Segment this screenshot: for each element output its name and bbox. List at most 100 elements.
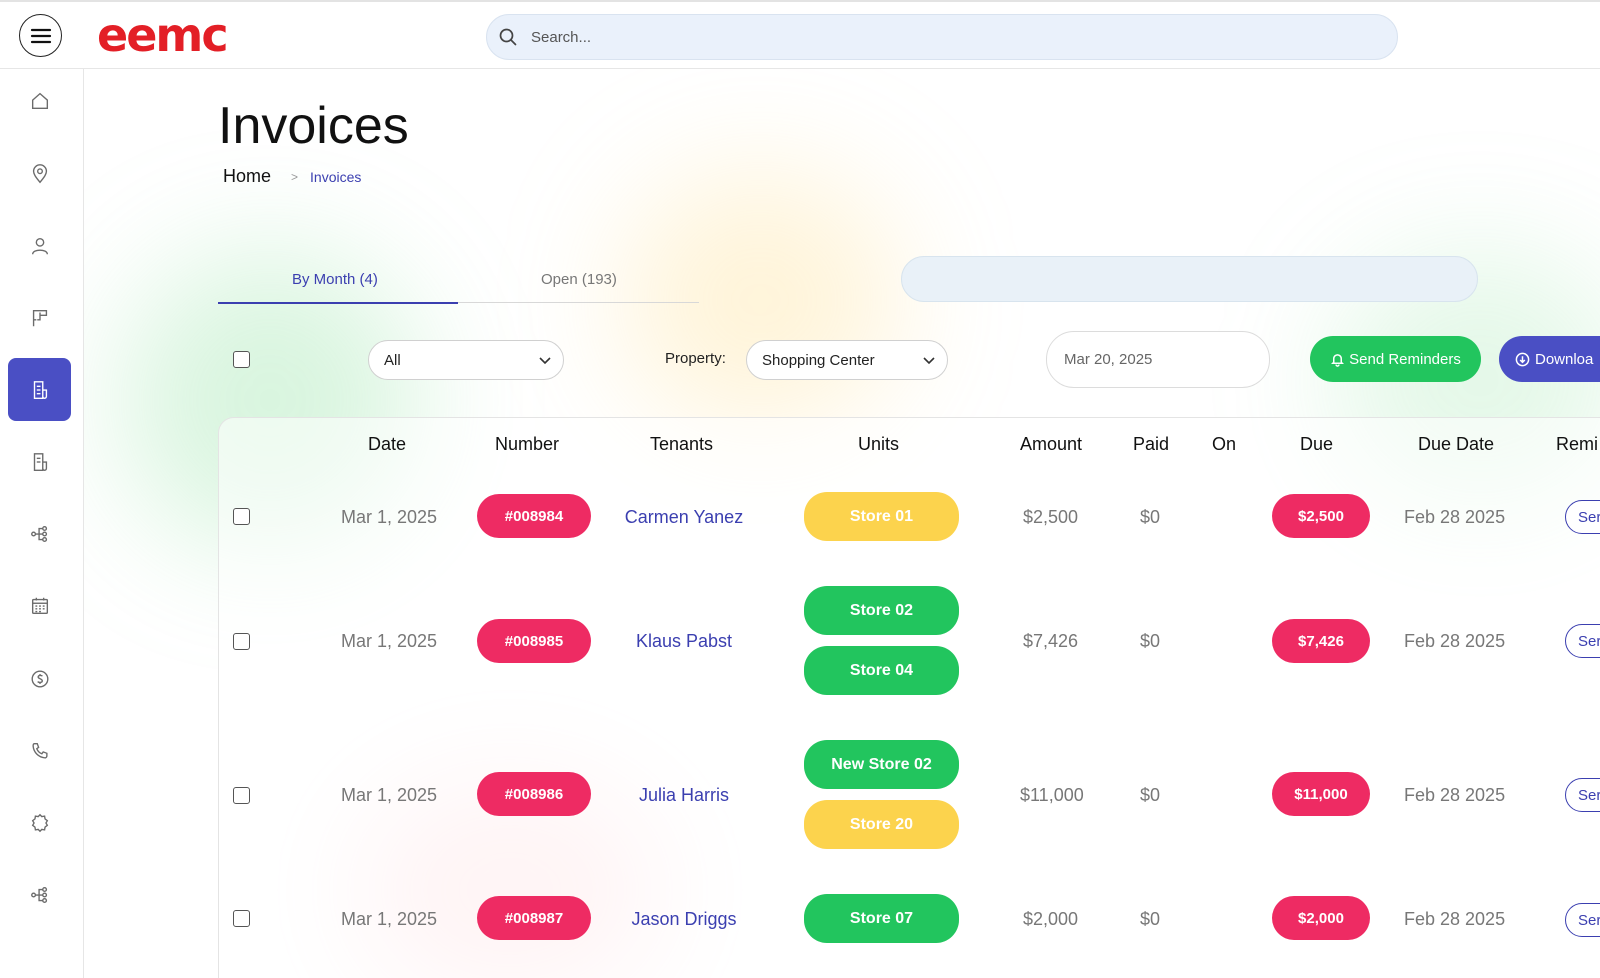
row-amount: $2,500 <box>1023 507 1079 527</box>
row-checkbox[interactable] <box>233 910 250 927</box>
date-picker[interactable]: Mar 20, 2025 <box>1046 331 1270 388</box>
row-checkbox[interactable] <box>233 787 250 804</box>
tab-bar: By Month (4) Open (193) <box>218 255 699 304</box>
unit-badge[interactable]: Store 07 <box>804 894 959 943</box>
unit-badge[interactable]: Store 04 <box>804 646 959 695</box>
due-amount-badge: $7,426 <box>1272 619 1370 663</box>
search-bar <box>486 14 1398 60</box>
menu-icon <box>30 28 51 43</box>
row-paid: $0 <box>1140 507 1161 527</box>
tab-by-month[interactable]: By Month (4) <box>292 271 378 288</box>
bell-icon <box>1331 353 1345 367</box>
property-label: Property: <box>665 350 726 367</box>
unit-badge[interactable]: Store 20 <box>804 800 959 849</box>
column-header-on[interactable]: On <box>1212 434 1237 454</box>
row-checkbox[interactable] <box>233 508 250 525</box>
row-due-date: Feb 28 2025 <box>1404 507 1506 527</box>
hamburger-menu-button[interactable] <box>19 14 62 57</box>
sidebar-item-contacts[interactable] <box>8 719 71 782</box>
filter-search-input[interactable] <box>901 256 1478 302</box>
sidebar-item-hierarchy[interactable] <box>8 863 71 926</box>
column-header-number[interactable]: Number <box>495 434 560 454</box>
row-paid: $0 <box>1140 785 1161 805</box>
breadcrumb-current: Invoices <box>310 168 362 185</box>
column-header-tenants[interactable]: Tenants <box>650 434 714 454</box>
row-paid: $0 <box>1140 631 1161 651</box>
search-icon <box>499 28 517 46</box>
row-due-date: Feb 28 2025 <box>1404 909 1506 929</box>
select-all-checkbox[interactable] <box>233 351 250 368</box>
tenant-link[interactable]: Klaus Pabst <box>635 631 733 651</box>
breadcrumb-home-link[interactable]: Home <box>223 166 272 186</box>
sidebar-item-calendar[interactable] <box>8 574 71 637</box>
invoice-number-badge[interactable]: #008987 <box>477 896 591 940</box>
page-title: Invoices <box>218 97 409 155</box>
location-icon <box>32 163 47 183</box>
breadcrumb-separator: > <box>291 169 299 184</box>
sidebar-item-network[interactable] <box>8 502 71 565</box>
sidebar-item-locations[interactable] <box>8 142 71 205</box>
unit-badge[interactable]: New Store 02 <box>804 740 959 789</box>
row-due-date: Feb 28 2025 <box>1404 631 1506 651</box>
invoice-icon <box>33 380 47 399</box>
chevron-down-icon <box>539 357 551 365</box>
date-picker-value: Mar 20, 2025 <box>1064 351 1153 368</box>
unit-badge[interactable]: Store 01 <box>804 492 959 541</box>
network-icon <box>30 525 47 542</box>
row-date: Mar 1, 2025 <box>341 909 438 929</box>
download-label: Downloa <box>1535 350 1594 368</box>
status-select[interactable]: All <box>368 340 564 380</box>
column-header-due[interactable]: Due <box>1300 434 1334 454</box>
send-reminder-button[interactable]: Ser <box>1565 624 1600 658</box>
invoice-number-badge[interactable]: #008986 <box>477 772 591 816</box>
search-input[interactable] <box>531 28 1371 46</box>
due-amount-badge: $11,000 <box>1272 772 1370 816</box>
dollar-icon <box>31 670 48 687</box>
send-reminder-button[interactable]: Ser <box>1565 778 1600 812</box>
row-checkbox[interactable] <box>233 633 250 650</box>
row-amount: $2,000 <box>1023 909 1079 929</box>
chevron-down-icon <box>923 357 935 365</box>
document-icon <box>33 452 47 471</box>
sidebar-nav <box>0 69 84 978</box>
unit-badge[interactable]: Store 02 <box>804 586 959 635</box>
sidebar-item-settings[interactable] <box>8 791 71 854</box>
tenant-link[interactable]: Julia Harris <box>638 785 730 805</box>
sidebar-item-documents[interactable] <box>8 430 71 493</box>
sidebar-item-floorplan[interactable] <box>8 286 71 349</box>
invoice-number-badge[interactable]: #008984 <box>477 494 591 538</box>
column-header-amount[interactable]: Amount <box>1020 434 1083 454</box>
row-date: Mar 1, 2025 <box>341 507 438 527</box>
user-icon <box>31 237 48 254</box>
row-amount: $7,426 <box>1023 631 1079 651</box>
due-amount-badge: $2,500 <box>1272 494 1370 538</box>
send-reminders-button[interactable]: Send Reminders <box>1310 336 1481 382</box>
tab-open[interactable]: Open (193) <box>541 271 617 288</box>
column-header-date[interactable]: Date <box>368 434 407 454</box>
floorplan-icon <box>32 309 47 326</box>
row-date: Mar 1, 2025 <box>341 631 438 651</box>
sidebar-item-payments[interactable] <box>8 647 71 710</box>
send-reminder-button[interactable]: Ser <box>1565 903 1600 937</box>
status-select-value: All <box>384 351 401 369</box>
download-button[interactable]: Downloa <box>1499 336 1600 382</box>
home-icon <box>31 92 48 109</box>
property-select[interactable]: Shopping Center <box>746 340 948 380</box>
breadcrumb: Home > Invoices <box>223 166 361 187</box>
brand-logo[interactable]: eemc <box>97 8 229 62</box>
invoice-number-badge[interactable]: #008985 <box>477 619 591 663</box>
tenant-link[interactable]: Carmen Yanez <box>624 507 744 527</box>
column-header-due-date[interactable]: Due Date <box>1418 434 1495 454</box>
column-header-paid[interactable]: Paid <box>1133 434 1170 454</box>
column-header-units[interactable]: Units <box>858 434 900 454</box>
sidebar-item-home[interactable] <box>8 69 71 132</box>
row-paid: $0 <box>1140 909 1161 929</box>
column-header-reminder[interactable]: Remi <box>1556 434 1599 454</box>
property-select-value: Shopping Center <box>762 351 875 369</box>
send-reminder-button[interactable]: Ser <box>1565 500 1600 534</box>
row-date: Mar 1, 2025 <box>341 785 438 805</box>
tenant-link[interactable]: Jason Driggs <box>631 909 737 929</box>
sidebar-item-users[interactable] <box>8 214 71 277</box>
calendar-icon <box>31 597 48 614</box>
sidebar-item-invoices[interactable] <box>8 358 71 421</box>
